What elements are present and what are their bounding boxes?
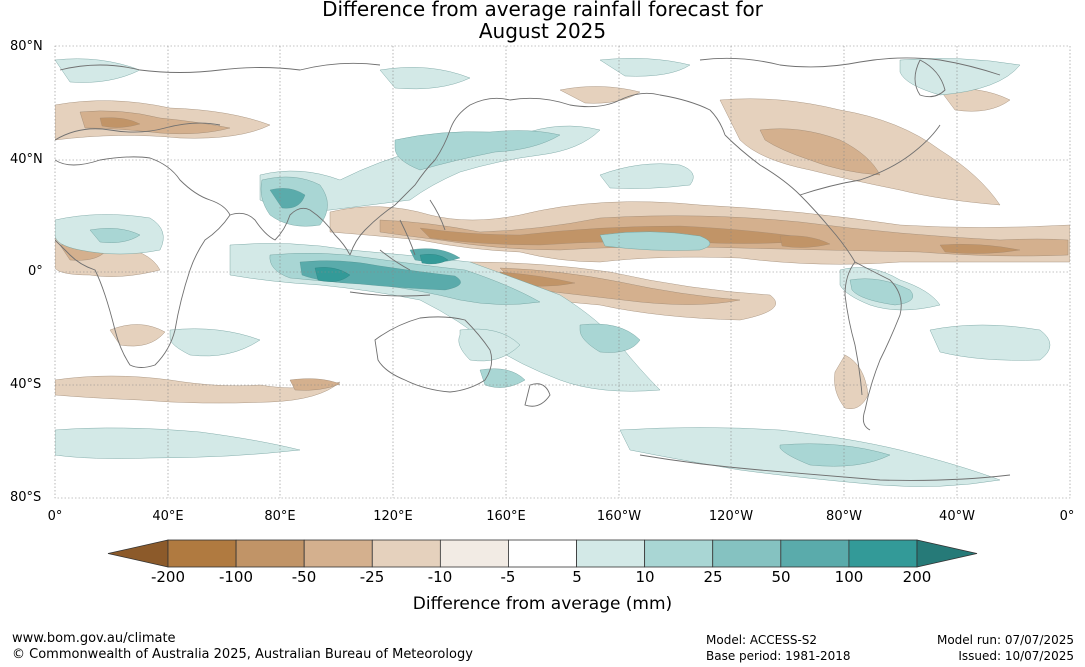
- colorbar-bin: [644, 539, 714, 568]
- map-title-line1: Difference from average rainfall forecas…: [322, 0, 763, 21]
- colorbar-bin: [235, 539, 305, 568]
- lat-label-80s: 80°S: [10, 490, 42, 505]
- colorbar-tick-label: -5: [500, 568, 516, 586]
- lat-label-40s: 40°S: [10, 377, 42, 392]
- footer-copyright: © Commonwealth of Australia 2025, Austra…: [12, 647, 473, 662]
- lon-label-80w: 80°W: [826, 509, 862, 524]
- footer-base-period: Base period: 1981-2018: [706, 649, 851, 663]
- footer-issued: Issued: 10/07/2025: [958, 649, 1074, 663]
- colorbar-arrow-max: [916, 539, 978, 568]
- colorbar-title: Difference from average (mm): [412, 594, 673, 614]
- lat-label-40n: 40°N: [10, 152, 43, 167]
- colorbar-tick-label: 100: [834, 568, 864, 586]
- colorbar-bin: [576, 539, 646, 568]
- colorbar-bin: [508, 539, 577, 568]
- lon-label-80e: 80°E: [264, 509, 296, 524]
- colorbar-bin: [848, 539, 918, 568]
- lon-label-40e: 40°E: [152, 509, 184, 524]
- footer-website: www.bom.gov.au/climate: [12, 631, 176, 646]
- colorbar-tick-label: 200: [902, 568, 932, 586]
- lon-label-0-left: 0°: [47, 509, 63, 524]
- colorbar-tick-label: -50: [291, 568, 317, 586]
- colorbar-tick-label: -100: [218, 568, 254, 586]
- colorbar-bin: [712, 539, 782, 568]
- colorbar-bin: [780, 539, 850, 568]
- colorbar: [107, 539, 978, 568]
- lon-label-120w: 120°W: [708, 509, 754, 524]
- rainfall-anomaly-field: [55, 46, 1070, 498]
- colorbar-tick-label: 5: [572, 568, 582, 586]
- lat-label-80n: 80°N: [10, 39, 43, 54]
- gridlines: [55, 46, 1070, 498]
- colorbar-tick-label: -25: [359, 568, 385, 586]
- lon-label-0-right: 0°: [1059, 509, 1075, 524]
- footer-model-run: Model run: 07/07/2025: [936, 633, 1074, 647]
- colorbar-tick-label: -200: [150, 568, 186, 586]
- colorbar-tick-label: -10: [427, 568, 453, 586]
- colorbar-tick-label: 50: [771, 568, 791, 586]
- colorbar-bin: [303, 539, 373, 568]
- colorbar-bin: [167, 539, 237, 568]
- colorbar-bin: [439, 539, 509, 568]
- map-title-line2: August 2025: [478, 19, 607, 43]
- lon-label-160w: 160°W: [596, 509, 642, 524]
- coastlines: [55, 57, 1011, 481]
- colorbar-tick-label: 25: [703, 568, 723, 586]
- lon-label-160e: 160°E: [486, 509, 526, 524]
- lon-label-40w: 40°W: [939, 509, 975, 524]
- footer-model: Model: ACCESS-S2: [706, 633, 818, 647]
- lon-label-120e: 120°E: [373, 509, 413, 524]
- colorbar-tick-label: 10: [635, 568, 655, 586]
- lat-label-0: 0°: [28, 264, 43, 279]
- colorbar-arrow-min: [107, 539, 169, 568]
- colorbar-bin: [371, 539, 441, 568]
